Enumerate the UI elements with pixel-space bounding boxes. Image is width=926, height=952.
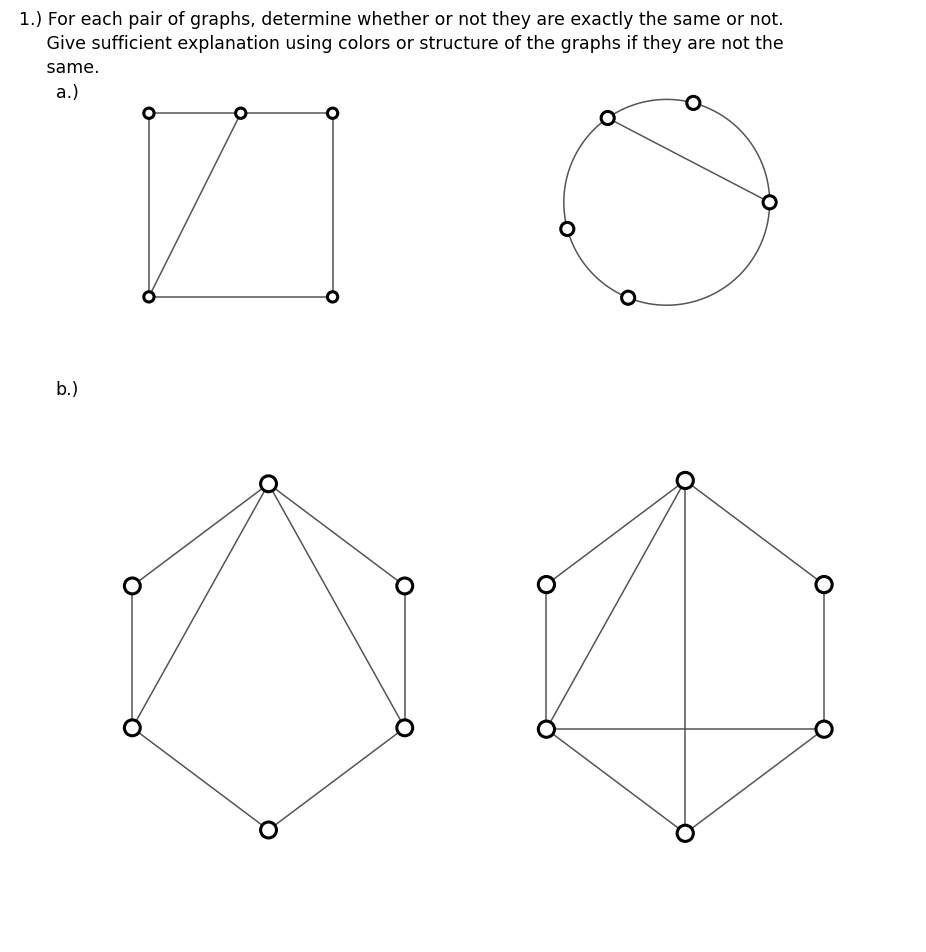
Circle shape: [124, 578, 140, 594]
Circle shape: [124, 720, 140, 736]
Circle shape: [235, 109, 246, 118]
Circle shape: [538, 577, 555, 593]
Circle shape: [260, 476, 277, 492]
Circle shape: [260, 822, 277, 838]
Text: a.): a.): [56, 84, 79, 102]
Circle shape: [397, 578, 413, 594]
Circle shape: [328, 291, 338, 302]
Circle shape: [601, 111, 614, 125]
Circle shape: [763, 196, 776, 208]
Circle shape: [816, 721, 832, 737]
Text: same.: same.: [19, 59, 99, 77]
Circle shape: [687, 96, 700, 109]
Circle shape: [328, 109, 338, 118]
Text: 1.) For each pair of graphs, determine whether or not they are exactly the same : 1.) For each pair of graphs, determine w…: [19, 11, 783, 30]
Circle shape: [621, 291, 634, 305]
Circle shape: [561, 223, 574, 235]
Circle shape: [677, 825, 694, 842]
Circle shape: [144, 291, 154, 302]
Circle shape: [397, 720, 413, 736]
Circle shape: [144, 109, 154, 118]
Circle shape: [816, 577, 832, 593]
Text: Give sufficient explanation using colors or structure of the graphs if they are : Give sufficient explanation using colors…: [19, 35, 783, 53]
Circle shape: [677, 472, 694, 488]
Text: b.): b.): [56, 381, 79, 399]
Circle shape: [538, 721, 555, 737]
